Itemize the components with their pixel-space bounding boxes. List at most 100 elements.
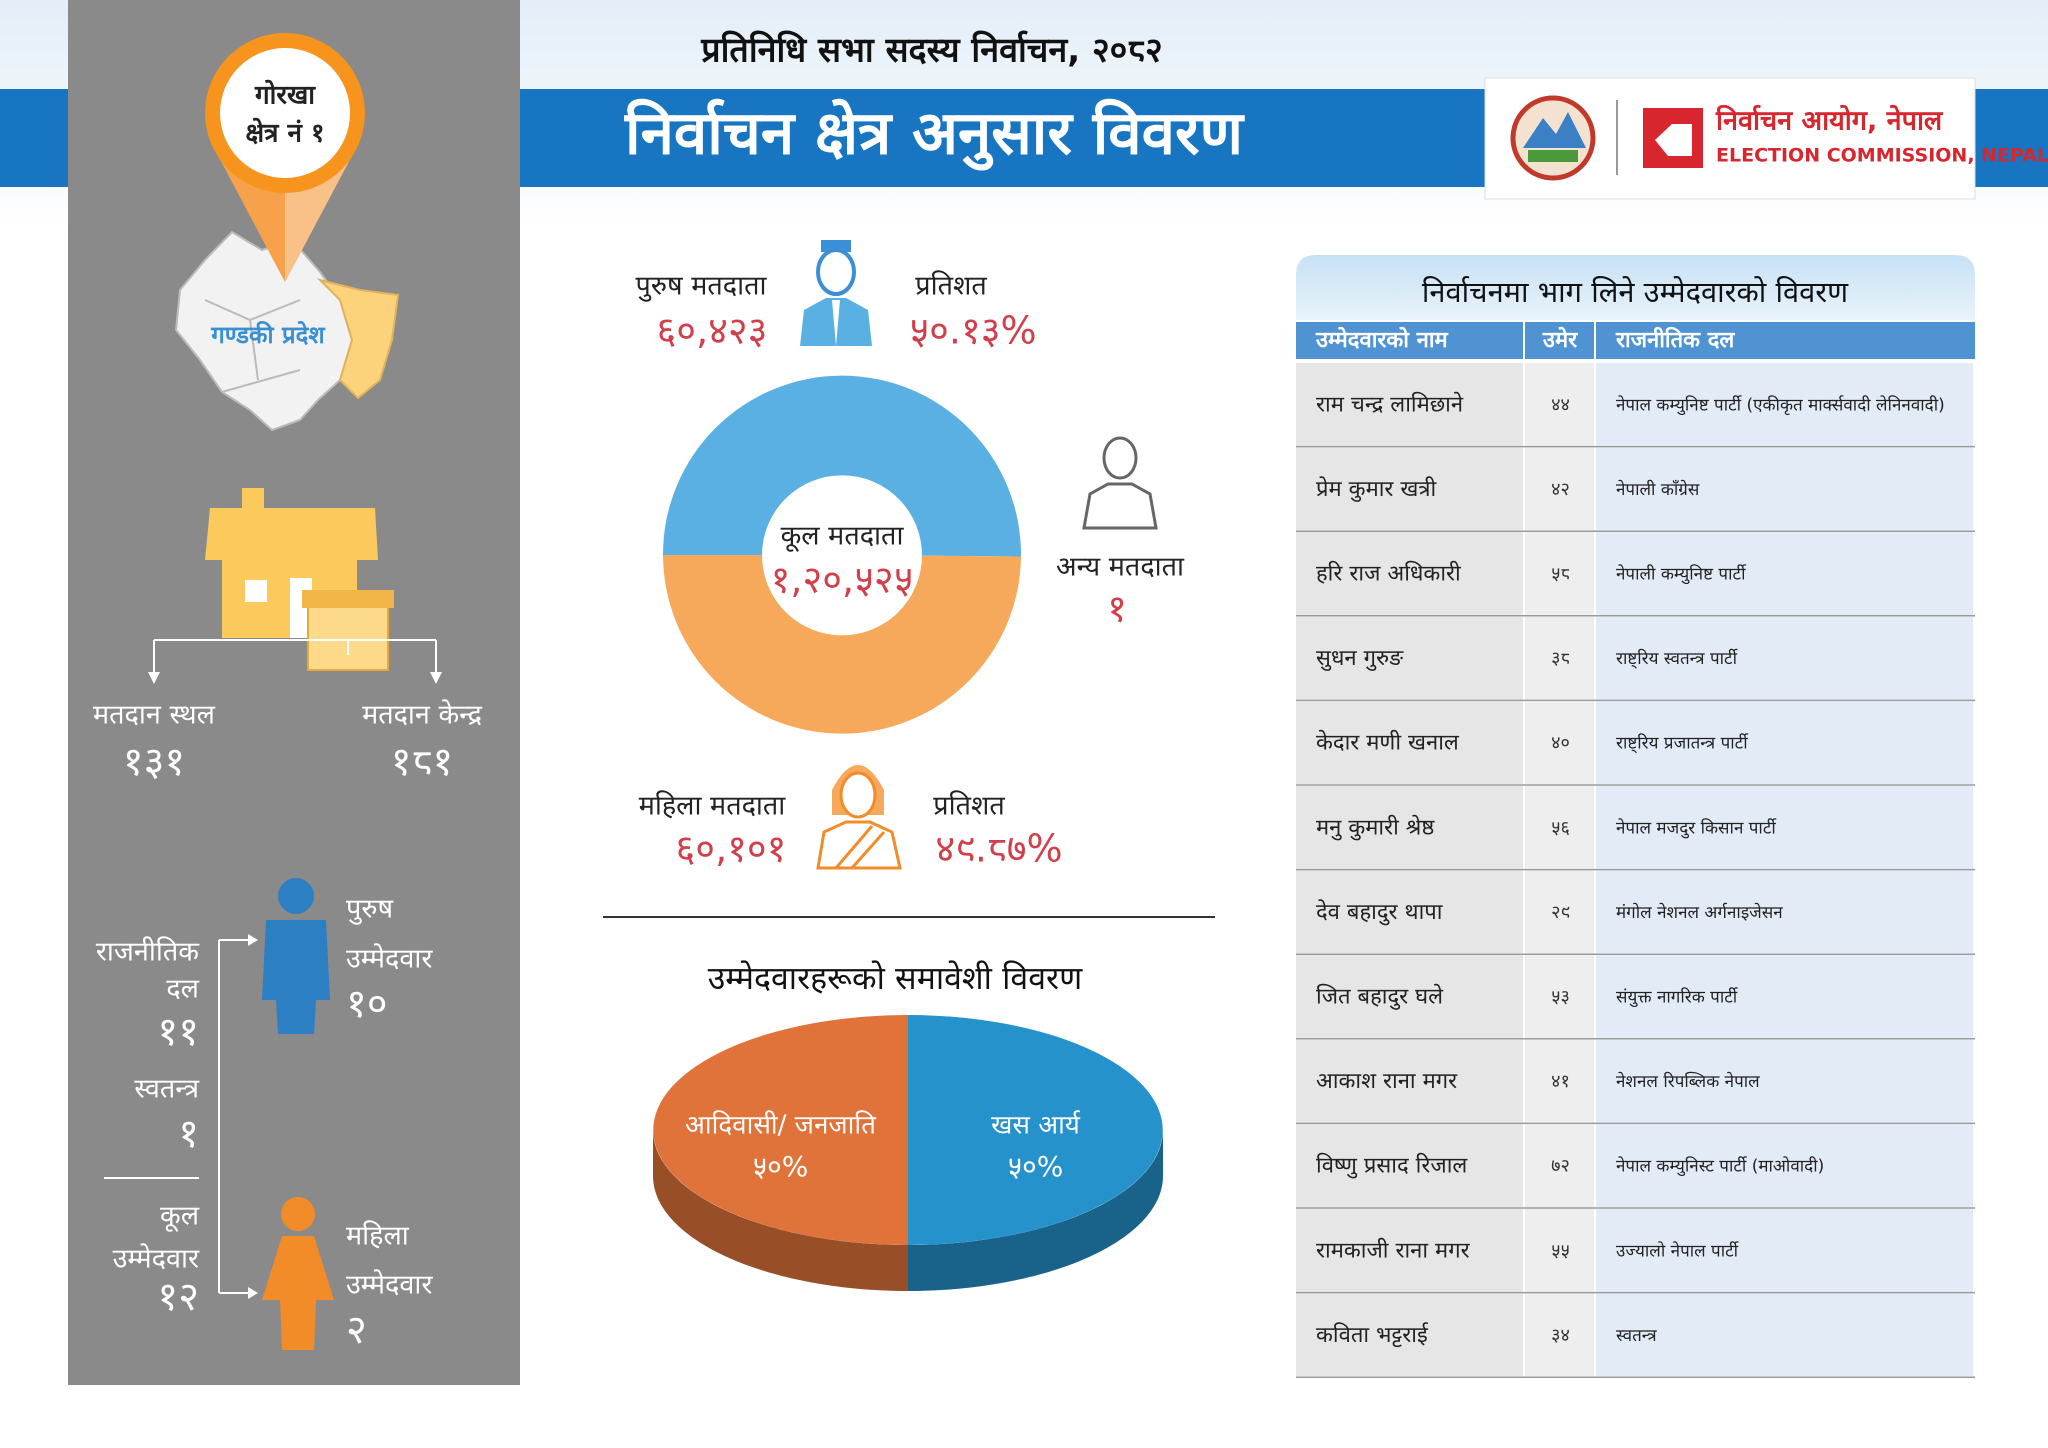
pie-slice <box>653 1015 908 1245</box>
table-cell <box>1525 616 1594 700</box>
candidate-name: राम चन्द्र लामिछाने <box>1316 391 1464 417</box>
male-candidate-icon <box>262 878 330 1034</box>
party-candidates-label: दल <box>166 974 199 1005</box>
icon-body <box>1082 482 1158 530</box>
connector-lines <box>153 639 437 680</box>
table-cell <box>1296 532 1523 615</box>
candidate-name: विष्णु प्रसाद रिजाल <box>1316 1153 1468 1179</box>
table-cell <box>1596 870 1973 954</box>
table-cell <box>1596 1293 1973 1377</box>
pie-value-label: ५०% <box>753 1150 809 1183</box>
map-highlight <box>316 278 400 400</box>
candidate-name: कविता भट्टराई <box>1316 1322 1429 1348</box>
pie-side <box>908 1130 1163 1291</box>
female-candidate-icon <box>262 1197 334 1350</box>
candidate-age: ४२ <box>1551 479 1570 500</box>
percent-title: प्रतिशत <box>933 790 1005 822</box>
logo-text-english: ELECTION COMMISSION, NEPAL <box>1716 145 2048 167</box>
independent-label: स्वतन्त्र <box>134 1074 200 1105</box>
pie-side <box>653 1130 908 1291</box>
candidate-age: ७२ <box>1551 1156 1570 1177</box>
icon-head <box>278 878 314 914</box>
candidate-age: ३८ <box>1551 648 1570 669</box>
inclusion-pie: आदिवासी/ जनजाति ५०% खस आर्य ५०% <box>653 1015 1163 1291</box>
candidate-age: ५८ <box>1551 564 1570 585</box>
party-candidates-value: ११ <box>157 1009 199 1055</box>
constituency-name: क्षेत्र नं १ <box>245 118 324 149</box>
table-cell <box>1525 532 1594 615</box>
column-header: राजनीतिक दल <box>1615 326 1735 353</box>
table-cell <box>1525 447 1594 531</box>
candidate-bracket <box>218 939 252 1294</box>
candidate-name: देव बहादुर थापा <box>1316 899 1443 926</box>
total-candidates-value: १२ <box>157 1274 199 1320</box>
female-voters-percent: ४९.८७% <box>935 827 1062 871</box>
icon-body <box>816 820 902 870</box>
other-voter-icon <box>1082 436 1158 530</box>
female-candidates-label: महिला <box>346 1220 410 1252</box>
candidate-party: संयुक्त नागरिक पार्टी <box>1616 987 1739 1008</box>
table-cell <box>1596 447 1973 531</box>
other-voters-value: १ <box>1107 587 1127 631</box>
female-candidates-value: २ <box>346 1307 367 1353</box>
table-cell <box>1296 955 1523 1038</box>
column-header: उम्मेदवारको नाम <box>1315 326 1449 353</box>
icon-head <box>1102 436 1138 480</box>
icon-shirt <box>832 300 840 346</box>
district-name: गोरखा <box>254 80 316 111</box>
candidate-party: नेपाल कम्युनिष्ट पार्टी (एकीकृत मार्क्सव… <box>1616 394 1945 415</box>
logo-text: निर्वाचन आयोग, नेपाल <box>1715 105 1944 137</box>
table-cell <box>1296 447 1523 531</box>
house-window <box>245 580 267 602</box>
male-voters-value: ६०,४२३ <box>657 309 768 353</box>
donut-segment <box>663 555 1021 734</box>
polling-house <box>148 488 442 684</box>
table-title-background <box>1296 255 1975 320</box>
total-candidates-label: उम्मेदवार <box>113 1243 200 1275</box>
male-candidates-value: १० <box>346 981 388 1027</box>
table-cell <box>1296 1039 1523 1123</box>
pie-category-label: खस आर्य <box>991 1110 1081 1141</box>
pie-value-label: ५०% <box>1008 1150 1064 1183</box>
icon-body <box>262 920 330 1034</box>
map-borders <box>204 299 301 393</box>
male-voters-percent: ५०.१३% <box>909 309 1036 353</box>
candidate-party: राष्ट्रिय स्वतन्त्र पार्टी <box>1616 648 1739 669</box>
table-cell <box>1525 1039 1594 1123</box>
table-cell <box>1596 786 1973 869</box>
candidate-age: ३४ <box>1551 1325 1570 1346</box>
column-header: उमेर <box>1542 326 1578 353</box>
candidate-age: २९ <box>1551 902 1570 923</box>
table-header-background <box>1296 322 1975 359</box>
table-cell <box>1596 1124 1973 1207</box>
candidate-age: ५३ <box>1551 987 1570 1008</box>
candidate-party: नेपाल कम्युनिस्ट पार्टी (माओवादी) <box>1616 1156 1824 1177</box>
candidate-name: जित बहादुर घले <box>1316 984 1444 1011</box>
table-title: निर्वाचनमा भाग लिने उम्मेदवारको विवरण <box>1422 275 1849 309</box>
province-map: गण्डकी प्रदेश <box>174 230 400 432</box>
pin-inner <box>220 48 350 178</box>
icon-head <box>281 1197 315 1231</box>
male-voter-icon <box>800 240 872 346</box>
candidate-age: ४१ <box>1551 1071 1570 1092</box>
candidate-party: राष्ट्रिय प्रजातन्त्र पार्टी <box>1616 733 1749 754</box>
icon-cap <box>821 240 851 252</box>
candidate-party: मंगोल नेशनल अर्गनाइजेसन <box>1616 902 1783 923</box>
candidate-name: सुधन गुरुङ <box>1316 646 1404 671</box>
candidate-name: प्रेम कुमार खत्री <box>1316 476 1437 502</box>
pie-slice <box>908 1015 1163 1245</box>
icon-sari <box>834 825 886 869</box>
emblem-land <box>1528 150 1578 162</box>
candidate-name: केदार मणी खनाल <box>1316 730 1460 756</box>
table-cell <box>1296 870 1523 954</box>
percent-title: प्रतिशत <box>915 270 987 302</box>
female-voters-value: ६०,१०१ <box>676 827 787 871</box>
table-cell <box>1296 1293 1523 1377</box>
male-voters-label: पुरुष मतदाता <box>636 271 768 303</box>
header-subtitle: प्रतिनिधि सभा सदस्य निर्वाचन, २०८२ <box>700 30 1162 71</box>
candidate-party: नेपाली कम्युनिष्ट पार्टी <box>1616 564 1747 585</box>
table-cell <box>1596 955 1973 1038</box>
candidate-name: आकाश राना मगर <box>1316 1069 1458 1094</box>
candidate-party: उज्यालो नेपाल पार्टी <box>1616 1240 1740 1261</box>
